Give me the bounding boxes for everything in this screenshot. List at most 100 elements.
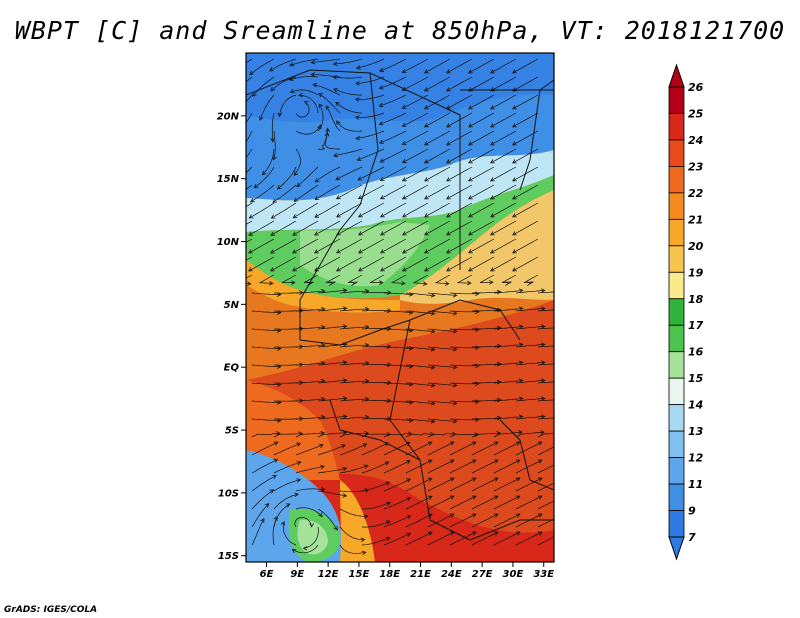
- streamline: [289, 76, 319, 81]
- streamline: [402, 76, 429, 91]
- streamline-arrow: [563, 290, 567, 294]
- streamline: [248, 256, 275, 272]
- streamline-arrow: [430, 311, 436, 316]
- streamline: [361, 433, 391, 438]
- streamline: [380, 238, 407, 254]
- lon-tick-label: 24E: [441, 569, 462, 580]
- streamline: [295, 308, 325, 312]
- streamline: [537, 399, 554, 402]
- streamline-arrow: [379, 158, 385, 163]
- streamline-arrow: [493, 531, 499, 536]
- streamline: [490, 238, 517, 254]
- streamline: [402, 220, 429, 236]
- streamline: [333, 88, 362, 96]
- streamline-arrow: [227, 268, 231, 271]
- streamline: [405, 495, 433, 510]
- streamline: [292, 220, 319, 236]
- streamline-arrow: [365, 360, 370, 366]
- streamline-arrow: [270, 137, 275, 143]
- streamline-arrow: [490, 177, 495, 182]
- streamline: [295, 362, 325, 366]
- streamline: [333, 148, 363, 157]
- streamline-arrow: [468, 177, 473, 182]
- streamline: [512, 256, 539, 272]
- streamline-arrow: [358, 231, 363, 236]
- streamline: [493, 477, 520, 492]
- streamline: [446, 112, 473, 128]
- streamline-arrow: [380, 267, 385, 272]
- colorbar-swatch: [668, 139, 685, 167]
- streamline: [383, 382, 413, 386]
- streamline: [251, 518, 265, 546]
- streamline: [449, 400, 479, 403]
- streamline: [358, 256, 385, 272]
- streamline-arrow: [563, 380, 567, 384]
- streamline: [405, 433, 434, 438]
- streamline-arrow: [471, 477, 477, 482]
- streamline: [339, 290, 369, 294]
- streamline-arrow: [365, 306, 370, 312]
- streamline-arrow: [293, 171, 299, 176]
- streamline-arrow: [233, 166, 237, 170]
- streamline: [471, 513, 498, 528]
- streamline: [271, 112, 275, 142]
- streamline-arrow: [272, 198, 278, 203]
- streamline: [355, 94, 385, 100]
- colorbar-swatch: [668, 86, 685, 114]
- streamline-arrow: [446, 267, 451, 272]
- streamline-arrow: [248, 267, 253, 272]
- streamline-arrow: [387, 290, 392, 295]
- streamline: [335, 102, 363, 114]
- streamline-arrow: [518, 342, 524, 348]
- streamline-arrow: [385, 501, 391, 506]
- streamline: [356, 58, 385, 69]
- streamline-arrow: [452, 382, 458, 388]
- streamline-arrow: [320, 487, 326, 492]
- streamline: [325, 274, 341, 284]
- streamline-arrow: [537, 477, 543, 482]
- streamline: [383, 400, 413, 404]
- streamline-arrow: [452, 400, 458, 406]
- streamline-arrow: [357, 195, 363, 199]
- streamline-arrow: [277, 112, 282, 118]
- streamline: [333, 76, 363, 79]
- streamline: [405, 400, 435, 405]
- streamline: [383, 441, 410, 456]
- streamline: [427, 495, 454, 510]
- streamline: [311, 58, 341, 64]
- streamline-arrow: [475, 381, 480, 387]
- streamline-arrow: [537, 459, 543, 464]
- streamline-arrow: [427, 459, 433, 464]
- streamline: [380, 166, 407, 181]
- streamline-arrow: [294, 492, 299, 498]
- streamline-arrow: [475, 363, 480, 369]
- streamline: [493, 290, 523, 294]
- streamline-arrow: [385, 536, 391, 542]
- streamline-arrow: [540, 324, 546, 329]
- streamline: [289, 58, 319, 66]
- streamline-arrow: [540, 430, 545, 435]
- streamline-arrow: [515, 531, 521, 536]
- streamline-arrow: [512, 87, 517, 92]
- streamline: [380, 220, 407, 236]
- streamline-arrow: [252, 92, 257, 97]
- streamline-arrow: [270, 214, 276, 219]
- streamline: [383, 460, 411, 474]
- colorbar-label: 22: [688, 187, 704, 200]
- streamline-arrow: [493, 441, 499, 446]
- streamline: [251, 459, 278, 474]
- streamline: [269, 58, 297, 72]
- streamline-arrow: [320, 464, 325, 470]
- streamline-arrow: [490, 141, 495, 146]
- streamline-arrow: [314, 195, 320, 201]
- streamline-arrow: [401, 68, 407, 73]
- streamline-arrow: [468, 231, 473, 236]
- lat-tick-label: 10N: [217, 237, 240, 248]
- streamline-arrow: [314, 249, 319, 254]
- streamline-arrow: [452, 328, 458, 334]
- streamline-arrow: [332, 75, 338, 80]
- streamline-arrow: [424, 231, 429, 236]
- colorbar-label: 14: [688, 399, 703, 412]
- streamline: [295, 488, 325, 492]
- streamline-arrow: [260, 518, 265, 523]
